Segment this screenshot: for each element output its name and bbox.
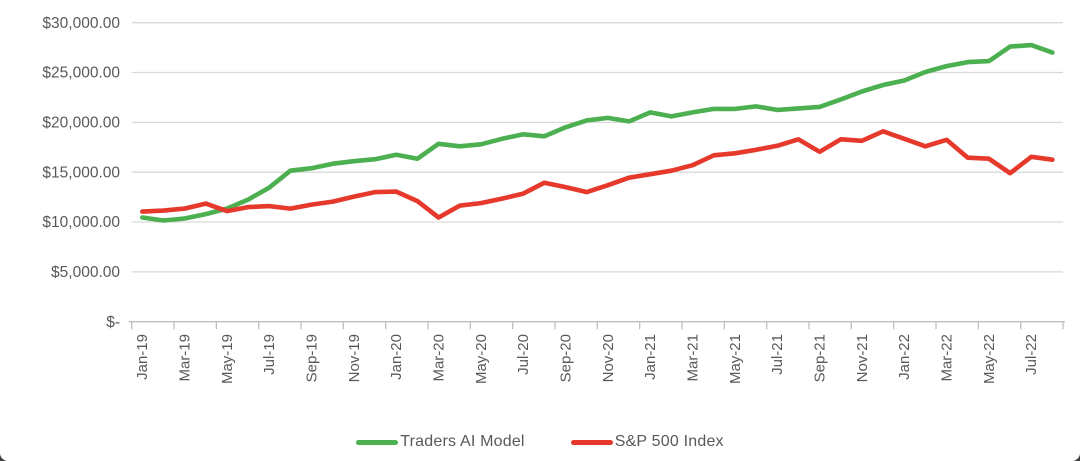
x-axis-label: Nov-20 [600,334,617,382]
y-axis-label: $25,000.00 [42,65,120,82]
x-axis-label: May-20 [473,334,490,384]
x-axis-label: May-22 [981,334,998,384]
x-axis-label: Jan-19 [134,334,151,380]
x-axis-label: May-19 [219,334,236,384]
y-axis-label: $20,000.00 [42,115,120,132]
x-axis-label: Mar-19 [177,334,194,382]
x-axis-label: Jan-22 [896,334,913,380]
y-axis-label: $30,000.00 [42,15,120,32]
y-axis-label: $- [106,314,120,331]
series-line-traders-ai-model [140,42,1055,223]
legend-swatch-green-line [356,439,399,445]
x-axis-label: Jan-21 [642,334,659,380]
x-axis-label: May-21 [727,334,744,384]
x-axis-label: Sep-21 [812,334,829,382]
y-axis-label: $10,000.00 [42,214,120,231]
legend-label: S&P 500 Index [614,433,724,450]
x-axis-label: Sep-19 [304,334,321,382]
legend-swatch-red-line [570,439,613,445]
y-axis-label: $15,000.00 [42,164,120,181]
x-axis-label: Sep-20 [558,334,575,382]
legend-label: Traders AI Model [400,433,525,450]
x-axis-label: Jul-21 [769,334,786,375]
y-axis-label: $5,000.00 [51,264,120,281]
x-axis-label: Jul-19 [261,334,278,375]
chart-legend: Traders AI Model S&P 500 Index [0,429,1080,455]
x-axis-label: Jan-20 [388,334,405,380]
x-axis-label: Jul-20 [515,334,532,375]
x-axis-label: Nov-21 [854,334,871,382]
card-corner-artifact-left [0,453,8,461]
x-axis-label: Mar-21 [685,334,702,382]
legend-item-sp500-index[interactable]: S&P 500 Index [570,433,724,451]
card-corner-artifact-right [1072,453,1080,461]
x-axis-label: Mar-22 [939,334,956,382]
legend-item-traders-ai-model[interactable]: Traders AI Model [356,433,524,451]
x-axis-label: Jul-22 [1023,334,1040,375]
series-line-s-p-500-index [140,129,1055,220]
x-axis-label: Mar-20 [431,334,448,382]
x-axis-label: Nov-19 [346,334,363,382]
